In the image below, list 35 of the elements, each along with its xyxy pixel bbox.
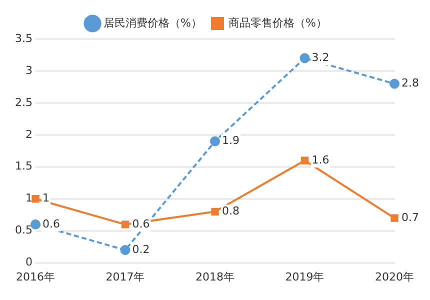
point bbox=[210, 136, 220, 146]
point bbox=[300, 156, 309, 164]
x-tick-label: 2019年 bbox=[285, 270, 324, 284]
point bbox=[300, 53, 310, 64]
data-label: 1 bbox=[42, 192, 50, 205]
y-tick-label: 2.5 bbox=[14, 96, 32, 109]
data-label: 0.2 bbox=[132, 242, 150, 256]
y-tick-label: 2 bbox=[25, 128, 32, 141]
y-tick-label: 3 bbox=[25, 64, 32, 77]
data-label: 1.6 bbox=[312, 153, 330, 166]
data-label: 2.8 bbox=[402, 76, 420, 90]
data-label: 0.7 bbox=[402, 210, 420, 224]
y-tick-label: 0 bbox=[25, 256, 32, 269]
point bbox=[30, 219, 40, 230]
y-tick-label: 0.5 bbox=[14, 224, 32, 237]
point bbox=[390, 214, 398, 222]
point bbox=[390, 78, 400, 89]
point bbox=[32, 195, 40, 203]
legend-label: 商品零售价格（%） bbox=[228, 16, 327, 30]
data-label: 0.8 bbox=[222, 204, 240, 218]
x-tick-label: 2017年 bbox=[106, 270, 145, 284]
data-label: 0.6 bbox=[132, 217, 150, 230]
x-tick-label: 2020年 bbox=[375, 270, 414, 284]
data-label: 0.6 bbox=[42, 217, 60, 230]
x-tick-label: 2016年 bbox=[16, 270, 55, 284]
y-tick-label: 1.5 bbox=[14, 160, 32, 173]
legend-label: 居民消费价格（%） bbox=[104, 16, 202, 30]
y-tick-label: 3.5 bbox=[14, 32, 32, 45]
data-label: 1.9 bbox=[222, 134, 240, 148]
point bbox=[121, 220, 130, 228]
y-tick-label: 1 bbox=[25, 192, 32, 205]
point bbox=[120, 245, 130, 256]
data-label: 3.2 bbox=[312, 51, 330, 64]
point bbox=[211, 208, 219, 216]
x-tick-label: 2018年 bbox=[196, 270, 234, 284]
